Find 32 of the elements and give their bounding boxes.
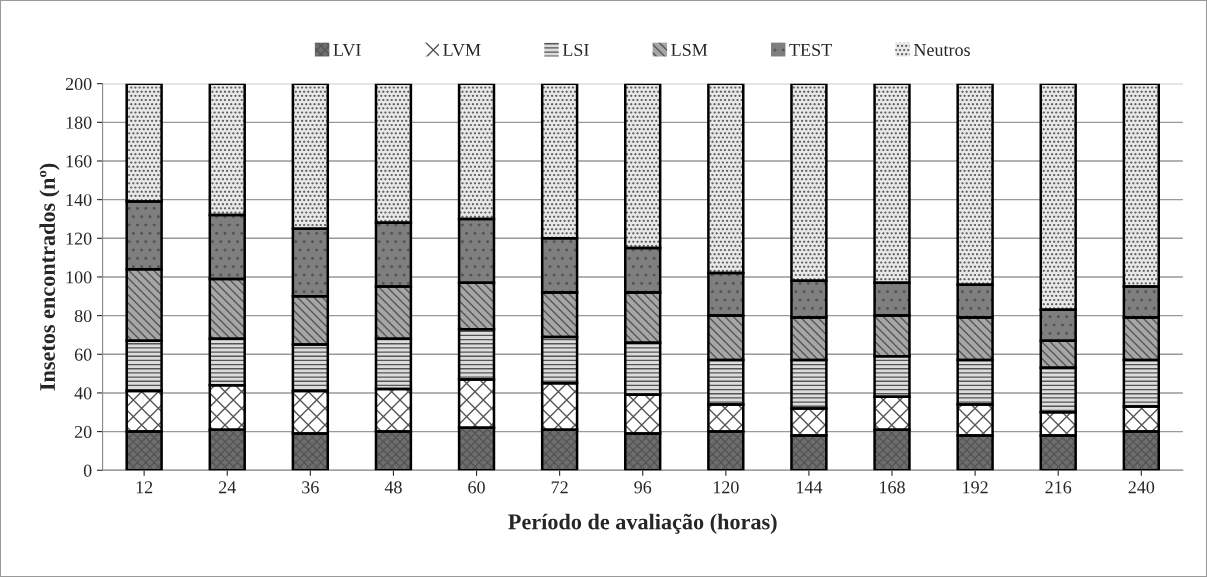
legend-label: TEST [789,43,832,57]
y-tick-label: 60 [74,348,92,361]
y-tick-label: 120 [66,232,92,245]
y-axis-title: Insetos encontrados (nº) [39,163,60,391]
y-tick-label: 180 [66,116,92,129]
x-tick-label: 192 [963,481,988,494]
x-tick-label: 216 [1045,481,1072,494]
legend-label: Neutros [913,44,970,57]
x-tick-label: 60 [468,481,485,494]
legend-label: LSM [671,43,708,57]
y-tick-label: 0 [83,464,92,477]
x-tick-label: 168 [880,481,905,494]
x-tick-label: 48 [384,481,402,494]
x-tick-label: 72 [551,481,568,494]
y-tick-label: 100 [66,271,92,284]
y-tick-label: 160 [66,155,92,168]
legend-label: LSI [562,43,589,57]
x-tick-label: 24 [219,481,236,494]
y-tick-label: 20 [74,425,92,439]
x-tick-label: 96 [634,481,652,494]
y-tick-label: 140 [66,193,92,207]
x-tick-label: 36 [302,481,319,494]
y-tick-label: 80 [74,309,92,323]
legend-label: LVM [443,44,481,57]
x-tick-label: 240 [1128,481,1155,494]
y-tick-label: 200 [65,77,92,91]
legend-label: LVI [333,44,361,57]
x-axis-title: Período de avaliação (horas) [508,513,777,534]
x-tick-label: 120 [713,481,739,494]
x-tick-label: 144 [796,481,823,494]
y-tick-label: 40 [74,387,92,400]
x-tick-label: 12 [136,481,153,494]
